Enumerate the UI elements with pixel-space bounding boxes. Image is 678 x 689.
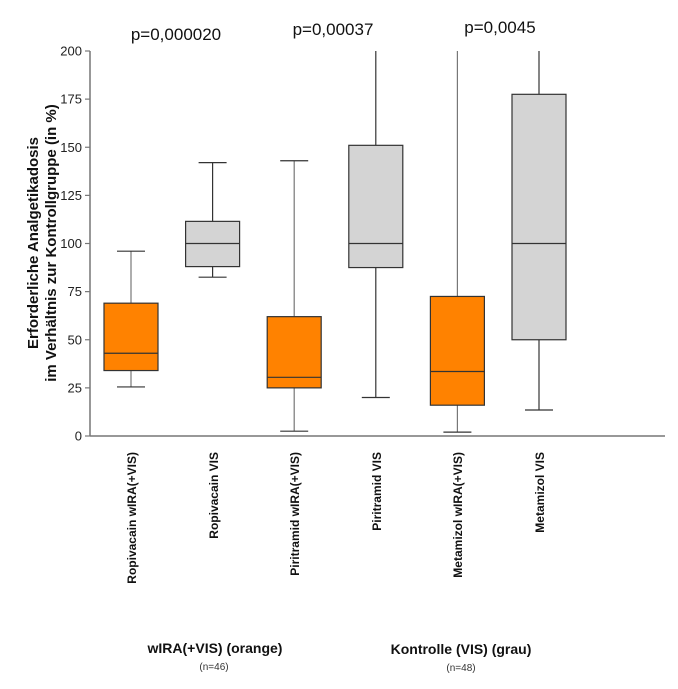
group-label-kontrolle: Kontrolle (VIS) (grau) [391, 641, 532, 657]
y-axis-label-line2: im Verhältnis zur Kontrollgruppe (in %) [43, 104, 60, 382]
y-tick-label: 50 [68, 332, 82, 347]
group-n-wira: (n=46) [199, 662, 228, 673]
y-tick-label: 100 [60, 236, 82, 251]
y-tick-label: 0 [75, 429, 82, 444]
category-label: Piritramid wIRA(+VIS) [288, 452, 302, 576]
y-tick-label: 150 [60, 140, 82, 155]
category-label: Ropivacain wIRA(+VIS) [125, 452, 139, 584]
box-iqr [266, 316, 322, 389]
box-5 [429, 51, 485, 433]
y-tick-label: 25 [68, 380, 82, 395]
box-1 [103, 250, 159, 388]
category-label: Metamizol VIS [533, 452, 547, 533]
box-iqr [103, 302, 159, 372]
p-value-ropivacain: p=0,000020 [131, 25, 221, 44]
y-tick-label: 75 [68, 284, 82, 299]
axes: 0 25 50 75 100 125 150 175 200 [60, 44, 665, 444]
category-label: Piritramid VIS [370, 452, 384, 531]
box-3 [266, 160, 322, 432]
p-value-piritramid: p=0,00037 [293, 20, 374, 39]
box-iqr [429, 295, 485, 406]
category-label: Metamizol wIRA(+VIS) [451, 452, 465, 578]
box-iqr [348, 144, 404, 269]
box-2 [185, 162, 241, 278]
box-iqr [511, 93, 567, 341]
y-tick-label: 125 [60, 188, 82, 203]
group-label-wira: wIRA(+VIS) (orange) [147, 640, 283, 656]
p-value-metamizol: p=0,0045 [464, 18, 535, 37]
boxes [103, 51, 567, 433]
y-axis-label-line1: Erforderliche Analgetikadosis [25, 137, 42, 349]
box-6 [511, 51, 567, 411]
box-4 [348, 51, 404, 399]
category-label: Ropivacain VIS [207, 452, 221, 539]
y-tick-label: 175 [60, 92, 82, 107]
y-tick-label: 200 [60, 44, 82, 59]
group-n-kontrolle: (n=48) [446, 663, 475, 674]
